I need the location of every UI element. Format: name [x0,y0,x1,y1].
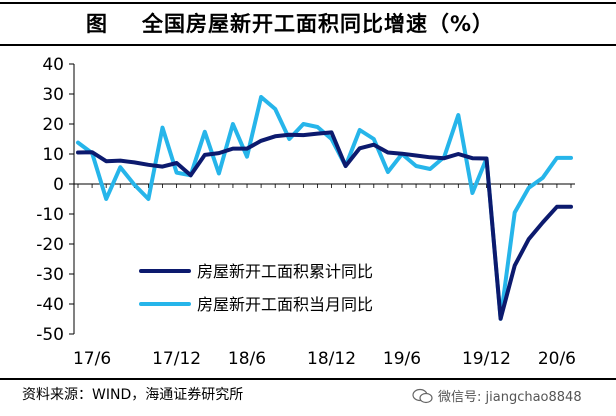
footer-rule [0,378,616,380]
y-tick-label: -50 [36,325,64,345]
legend-label: 房屋新开工面积累计同比 [197,262,373,281]
y-tick-label: -40 [36,295,64,315]
x-tick-label: 19/6 [383,349,421,369]
y-tick-label: 30 [42,85,64,105]
wechat-icon [412,388,433,403]
watermark: 微信号: jiangchao8848 [412,386,582,405]
y-tick-label: 0 [53,175,64,195]
x-tick-label: 17/12 [152,349,201,369]
chart-title: 图 全国房屋新开工面积同比增速（%） [0,6,616,40]
title-bottom-rule [0,44,616,46]
x-tick-label: 18/12 [307,349,356,369]
watermark-text: 微信号: jiangchao8848 [438,390,582,405]
title-top-rule [0,2,616,4]
x-tick-label: 17/6 [73,349,111,369]
y-tick-label: 40 [42,55,64,75]
x-tick-label: 18/6 [228,349,266,369]
y-tick-label: 20 [42,115,64,135]
title-label: 图 [86,12,108,36]
legend-label: 房屋新开工面积当月同比 [197,295,373,314]
y-tick-label: 10 [42,145,64,165]
y-tick-label: -10 [36,205,64,225]
y-tick-label: -20 [36,235,64,255]
series-line-cumulative [76,130,573,321]
x-tick-label: 19/12 [462,349,511,369]
title-text: 全国房屋新开工面积同比增速（%） [142,12,495,36]
x-tick-label: 20/6 [538,349,576,369]
y-tick-label: -30 [36,265,64,285]
source-note: 资料来源：WIND，海通证券研究所 [22,387,244,403]
